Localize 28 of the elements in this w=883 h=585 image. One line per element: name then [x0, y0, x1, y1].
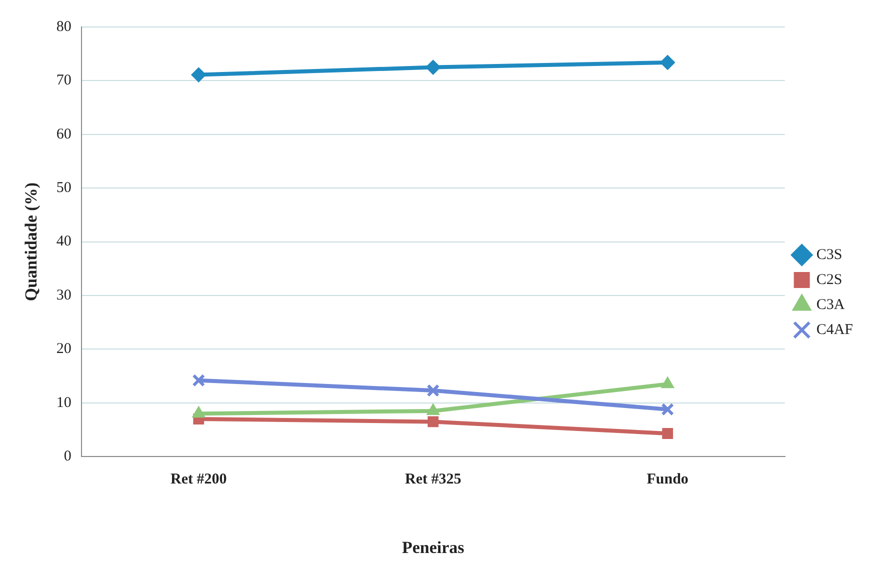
y-tick-label: 20 — [56, 341, 72, 358]
y-axis-title: Quantidade (%) — [22, 182, 41, 302]
point — [428, 416, 439, 428]
y-tick-label: 30 — [56, 287, 72, 304]
legend-label: C4AF — [816, 322, 854, 338]
legend-label: C3S — [816, 246, 842, 263]
point — [426, 384, 440, 397]
y-tick-label: 10 — [56, 394, 72, 411]
legend-label: C2S — [816, 272, 842, 288]
x-tick-label: Fundo — [646, 471, 688, 488]
y-tick-label: 0 — [64, 448, 72, 465]
x-tick-label: Ret #200 — [170, 471, 227, 488]
y-tick-label: 50 — [56, 180, 72, 196]
point — [191, 67, 206, 82]
x-tick-label: Ret #325 — [404, 471, 462, 488]
point — [426, 60, 441, 75]
legend-label: C3A — [816, 296, 845, 313]
y-tick-label: 80 — [56, 18, 72, 35]
point — [661, 402, 674, 416]
y-tick-label: 60 — [56, 126, 72, 142]
point — [662, 428, 674, 439]
point — [661, 376, 674, 388]
y-tick-label: 40 — [56, 234, 72, 250]
y-tick-label: 70 — [56, 72, 72, 89]
point — [660, 54, 676, 70]
point — [192, 406, 206, 418]
x-axis-title: Peneiras — [402, 538, 465, 558]
point — [192, 374, 206, 387]
